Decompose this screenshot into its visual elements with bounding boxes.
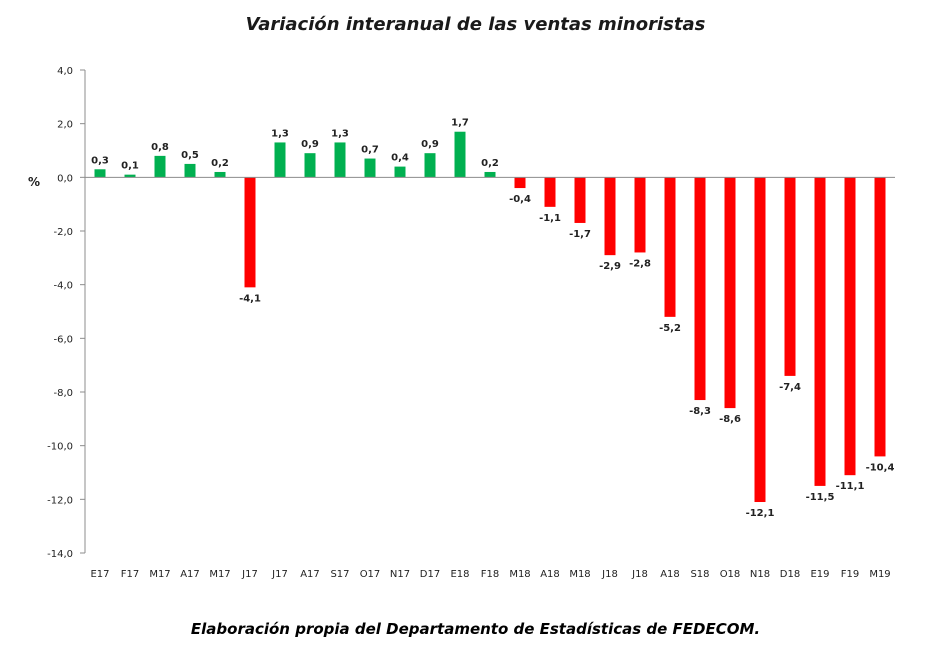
- bar: [484, 171, 496, 178]
- bar: [694, 177, 706, 401]
- bar: [334, 142, 346, 178]
- x-tick-label: M17: [149, 569, 170, 580]
- bar: [844, 177, 856, 476]
- y-tick-label: 4,0: [57, 66, 73, 77]
- x-tick-label: D17: [420, 569, 440, 580]
- data-label: -1,7: [569, 229, 591, 240]
- data-label: 1,3: [331, 128, 349, 139]
- x-tick-label: F18: [481, 569, 499, 580]
- bar: [184, 163, 196, 178]
- bar: [244, 177, 256, 288]
- bar: [514, 177, 526, 189]
- data-label: -4,1: [239, 293, 261, 304]
- chart-caption: Elaboración propia del Departamento de E…: [190, 620, 761, 638]
- bar: [454, 131, 466, 178]
- data-label: 0,2: [481, 158, 499, 169]
- y-tick-label: -8,0: [53, 388, 73, 399]
- bar: [124, 174, 136, 178]
- x-tick-label: A18: [660, 569, 680, 580]
- bar: [574, 177, 586, 223]
- y-axis: 4,0 2,0 0,0 -2,0 -4,0 -6,0 -8,0 -10,0 -12,0 -14,0: [47, 66, 86, 560]
- bar: [664, 177, 676, 317]
- y-tick-label: -2,0: [53, 227, 73, 238]
- x-tick-label: F19: [841, 569, 859, 580]
- x-tick-label: O17: [360, 569, 381, 580]
- x-tick-label: J17: [241, 569, 258, 580]
- x-tick-label: M18: [569, 569, 590, 580]
- x-tick-label: O18: [720, 569, 741, 580]
- data-label: -12,1: [746, 508, 775, 519]
- data-label: 0,9: [421, 139, 439, 150]
- bar: [364, 158, 376, 178]
- bar: [634, 177, 646, 253]
- chart-title: Variación interanual de las ventas minor…: [245, 14, 706, 35]
- bar: [604, 177, 616, 256]
- x-tick-label: M18: [509, 569, 530, 580]
- y-tick-label: -6,0: [53, 334, 73, 345]
- data-label: 1,3: [271, 128, 289, 139]
- x-tick-label: J17: [271, 569, 288, 580]
- y-tick-label: -14,0: [47, 549, 73, 560]
- data-label: 0,5: [181, 150, 199, 161]
- y-tick-label: -10,0: [47, 442, 73, 453]
- data-label: 0,7: [361, 145, 379, 156]
- data-label: -2,8: [629, 258, 651, 269]
- y-tick-label: 0,0: [57, 173, 73, 184]
- y-tick-label: 2,0: [57, 120, 73, 131]
- x-tick-label: A18: [540, 569, 560, 580]
- bar: [784, 177, 796, 376]
- x-tick-label: E19: [810, 569, 829, 580]
- bar: [814, 177, 826, 486]
- x-tick-label: D18: [780, 569, 800, 580]
- bar: [304, 153, 316, 178]
- data-label: 0,1: [121, 161, 139, 172]
- x-tick-label: M19: [869, 569, 890, 580]
- data-label: -1,1: [539, 213, 561, 224]
- x-tick-label: N18: [750, 569, 770, 580]
- data-label: -5,2: [659, 323, 681, 334]
- bar: [874, 177, 886, 457]
- data-label: -0,4: [509, 194, 531, 205]
- x-tick-label: E18: [450, 569, 469, 580]
- x-tick-label: N17: [390, 569, 410, 580]
- bar: [724, 177, 736, 409]
- y-tick-label: -12,0: [47, 495, 73, 506]
- y-axis-unit-label: %: [28, 175, 40, 189]
- bars: 0,3 0,1 0,8 0,5 0,2 -4,1 1,3 0,9 1,3 0,7 0,4 0,9 1,7…: [91, 118, 894, 519]
- x-tick-label: E17: [90, 569, 109, 580]
- data-label: -11,5: [806, 492, 835, 503]
- bar: [274, 142, 286, 178]
- x-tick-label: J18: [631, 569, 648, 580]
- bar: [754, 177, 766, 503]
- x-tick-label: A17: [180, 569, 200, 580]
- bar: [424, 153, 436, 178]
- x-tick-label: S18: [690, 569, 709, 580]
- bar: [544, 177, 556, 207]
- x-tick-label: F17: [121, 569, 139, 580]
- bar: [154, 155, 166, 178]
- data-label: -10,4: [866, 462, 895, 473]
- data-label: -2,9: [599, 261, 621, 272]
- x-tick-label: A17: [300, 569, 320, 580]
- bar: [94, 169, 106, 178]
- data-label: 1,7: [451, 118, 469, 129]
- x-tick-label: S17: [330, 569, 349, 580]
- data-label: 0,4: [391, 153, 409, 164]
- x-tick-label: J18: [601, 569, 618, 580]
- bar: [214, 171, 226, 178]
- data-label: 0,8: [151, 142, 169, 153]
- x-axis: E17 F17 M17 A17 M17 J17 J17 A17 S17 O17 N17 D17 E18 F…: [85, 176, 895, 580]
- data-label: -8,6: [719, 414, 741, 425]
- data-label: 0,2: [211, 158, 229, 169]
- bar: [394, 166, 406, 178]
- data-label: -11,1: [836, 481, 865, 492]
- x-tick-label: M17: [209, 569, 230, 580]
- data-label: 0,3: [91, 155, 109, 166]
- data-label: -7,4: [779, 382, 801, 393]
- y-tick-label: -4,0: [53, 281, 73, 292]
- data-label: 0,9: [301, 139, 319, 150]
- data-label: -8,3: [689, 406, 711, 417]
